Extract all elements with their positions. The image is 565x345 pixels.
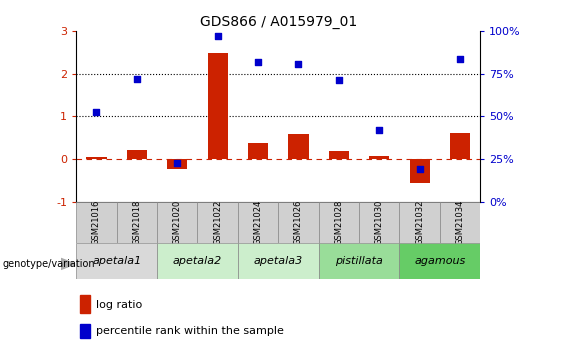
Bar: [399, 202, 440, 243]
Text: GSM21026: GSM21026: [294, 200, 303, 245]
Bar: [410, 159, 430, 183]
Text: log ratio: log ratio: [95, 300, 142, 309]
Point: [415, 166, 424, 171]
Polygon shape: [61, 258, 75, 269]
Text: genotype/variation: genotype/variation: [3, 259, 95, 269]
Point: [213, 33, 222, 39]
Text: agamous: agamous: [414, 256, 466, 266]
Bar: [80, 324, 90, 337]
Text: GSM21034: GSM21034: [455, 200, 464, 245]
Bar: [198, 202, 238, 243]
Point: [455, 56, 464, 61]
Point: [294, 62, 303, 67]
Bar: [76, 243, 157, 279]
Text: apetala1: apetala1: [92, 256, 141, 266]
Title: GDS866 / A015979_01: GDS866 / A015979_01: [199, 14, 357, 29]
Bar: [167, 159, 188, 168]
Point: [334, 77, 344, 83]
Bar: [440, 202, 480, 243]
Point: [173, 160, 182, 165]
Text: GSM21020: GSM21020: [173, 200, 182, 245]
Bar: [359, 202, 399, 243]
Text: GSM21022: GSM21022: [213, 200, 222, 245]
Bar: [76, 202, 117, 243]
Bar: [399, 243, 480, 279]
Point: [375, 127, 384, 133]
Text: GSM21018: GSM21018: [132, 200, 141, 245]
Text: pistillata: pistillata: [335, 256, 383, 266]
Text: percentile rank within the sample: percentile rank within the sample: [95, 326, 284, 336]
Bar: [248, 143, 268, 159]
Bar: [127, 150, 147, 159]
Bar: [319, 243, 399, 279]
Bar: [329, 151, 349, 159]
Bar: [157, 202, 198, 243]
Bar: [238, 243, 319, 279]
Bar: [157, 243, 238, 279]
Point: [254, 59, 263, 65]
Bar: [80, 295, 90, 313]
Bar: [319, 202, 359, 243]
Text: GSM21024: GSM21024: [254, 200, 263, 245]
Bar: [86, 157, 107, 159]
Bar: [117, 202, 157, 243]
Point: [92, 109, 101, 115]
Text: apetala3: apetala3: [254, 256, 303, 266]
Point: [132, 76, 141, 82]
Bar: [288, 134, 308, 159]
Bar: [369, 156, 389, 159]
Text: GSM21032: GSM21032: [415, 200, 424, 245]
Text: GSM21030: GSM21030: [375, 200, 384, 245]
Text: apetala2: apetala2: [173, 256, 222, 266]
Bar: [207, 53, 228, 159]
Bar: [279, 202, 319, 243]
Bar: [450, 133, 470, 159]
Text: GSM21028: GSM21028: [334, 200, 344, 245]
Text: GSM21016: GSM21016: [92, 200, 101, 245]
Bar: [238, 202, 279, 243]
